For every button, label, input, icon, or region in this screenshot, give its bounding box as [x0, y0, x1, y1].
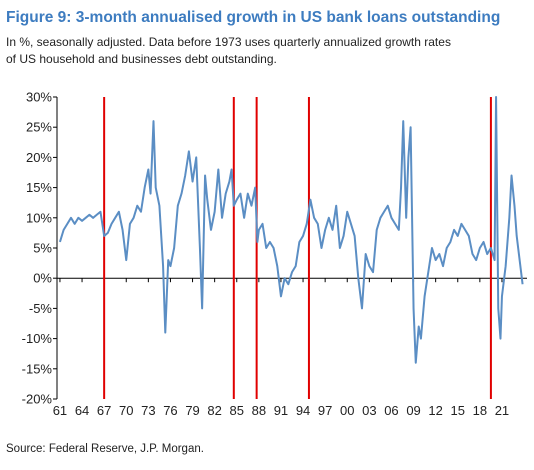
- plot-area: [58, 96, 524, 364]
- x-tick-label: 70: [119, 403, 133, 418]
- x-tick-label: 64: [75, 403, 89, 418]
- source: Source: Federal Reserve, J.P. Morgan.: [6, 443, 204, 455]
- x-tick-label: 88: [252, 403, 266, 418]
- x-tick-label: 82: [207, 403, 221, 418]
- x-tick-label: 09: [406, 403, 420, 418]
- x-tick-label: 91: [274, 403, 288, 418]
- x-tick-label: 21: [495, 403, 509, 418]
- x-tick-label: 03: [362, 403, 376, 418]
- x-tick-label: 06: [384, 403, 398, 418]
- y-tick-label: -5%: [29, 301, 53, 316]
- series-line: [58, 96, 524, 364]
- subtitle: In %, seasonally adjusted. Data before 1…: [6, 35, 451, 49]
- x-tick-label: 79: [185, 403, 199, 418]
- y-tick-label: -10%: [22, 331, 53, 346]
- y-tick-label: 0%: [33, 271, 52, 286]
- y-tick-label: 10%: [26, 210, 52, 225]
- y-tick-label: -15%: [22, 361, 53, 376]
- x-tick-label: 15: [451, 403, 465, 418]
- x-tick-label: 97: [318, 403, 332, 418]
- x-tick-label: 12: [428, 403, 442, 418]
- y-tick-label: 30%: [26, 90, 52, 105]
- y-tick-label: 15%: [26, 180, 52, 195]
- x-tick-label: 73: [141, 403, 155, 418]
- y-tick-label: 25%: [26, 120, 52, 135]
- x-tick-label: 67: [97, 403, 111, 418]
- y-tick-label: -20%: [22, 392, 53, 407]
- x-tick-label: 00: [340, 403, 354, 418]
- x-tick-label: 94: [296, 403, 310, 418]
- x-tick-label: 85: [230, 403, 244, 418]
- chart-title: Figure 9: 3-month annualised growth in U…: [6, 9, 500, 26]
- subtitle: of US household and businesses debt outs…: [6, 52, 277, 66]
- x-tick-label: 76: [163, 403, 177, 418]
- x-tick-label: 61: [53, 403, 67, 418]
- y-tick-label: 5%: [33, 241, 52, 256]
- y-tick-label: 20%: [26, 150, 52, 165]
- x-tick-label: 18: [473, 403, 487, 418]
